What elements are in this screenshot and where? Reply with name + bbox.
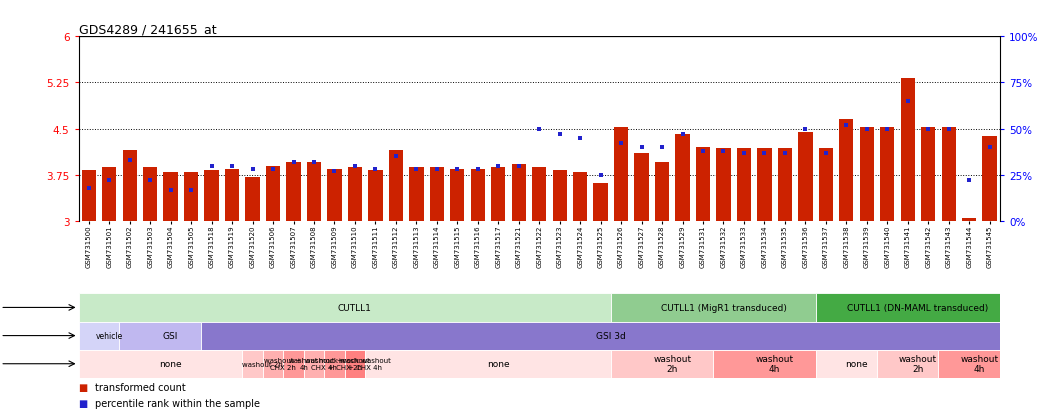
Text: washout
4h: washout 4h [756,354,794,373]
Bar [491,167,506,221]
Bar [532,167,547,221]
Bar [819,149,833,221]
Text: ■: ■ [79,382,88,392]
Bar [816,350,877,378]
Text: washout
2h: washout 2h [899,354,937,373]
Bar [573,172,587,221]
Bar [900,79,915,221]
Bar [79,322,119,350]
Bar [286,163,300,221]
Bar [284,350,304,378]
Text: GSI 3d: GSI 3d [596,331,626,340]
Text: washout +
CHX 2h: washout + CHX 2h [265,358,303,370]
Bar [921,128,935,221]
Text: CUTLL1 (DN-MAML transduced): CUTLL1 (DN-MAML transduced) [847,303,988,312]
Text: mock washout
+ CHX 4h: mock washout + CHX 4h [339,358,391,370]
Bar [119,322,201,350]
Bar [304,350,325,378]
Bar [634,154,649,221]
Bar [982,137,997,221]
Bar [941,128,956,221]
Bar [365,350,610,378]
Bar [654,163,669,221]
Bar [839,120,853,221]
Bar [713,350,816,378]
Bar [369,171,382,221]
Text: mock washout
+ CHX 2h: mock washout + CHX 2h [319,358,371,370]
Bar [860,128,874,221]
Bar [450,169,465,221]
Bar [470,169,485,221]
Bar [675,134,690,221]
Text: ■: ■ [79,398,88,408]
Text: transformed count: transformed count [95,382,186,392]
Text: washout +
CHX 4h: washout + CHX 4h [306,358,343,370]
Bar [512,165,526,221]
Bar [594,183,608,221]
Bar [204,171,219,221]
Text: washout
4h: washout 4h [960,354,999,373]
Bar [143,167,157,221]
Bar [614,128,628,221]
Bar [610,350,713,378]
Bar [778,149,793,221]
Text: vehicle: vehicle [95,331,122,340]
Bar [79,350,242,378]
Bar [184,172,198,221]
Bar [225,169,240,221]
Text: none: none [845,359,868,368]
Bar [877,350,938,378]
Text: GSI: GSI [163,331,178,340]
Bar [696,148,710,221]
Bar [79,294,610,322]
Text: CUTLL1: CUTLL1 [338,303,372,312]
Text: none: none [487,359,510,368]
Bar [938,350,1000,378]
Bar [325,350,344,378]
Bar [409,167,424,221]
Bar [266,166,281,221]
Bar [328,169,341,221]
Bar [737,149,751,221]
Bar [610,294,816,322]
Bar [122,151,137,221]
Bar [429,167,444,221]
Bar [962,218,977,221]
Bar [553,171,566,221]
Bar [163,172,178,221]
Bar [348,167,362,221]
Bar [245,177,260,221]
Bar [344,350,365,378]
Text: washout
2h: washout 2h [653,354,691,373]
Text: washout 2h: washout 2h [243,361,283,367]
Bar [201,322,1000,350]
Bar [388,151,403,221]
Bar [82,171,96,221]
Bar [881,128,894,221]
Text: GDS4289 / 241655_at: GDS4289 / 241655_at [79,23,216,36]
Bar [716,149,731,221]
Bar [757,149,772,221]
Text: percentile rank within the sample: percentile rank within the sample [95,398,261,408]
Bar [242,350,263,378]
Bar [263,350,284,378]
Bar [307,163,321,221]
Text: CUTLL1 (MigR1 transduced): CUTLL1 (MigR1 transduced) [661,303,786,312]
Bar [816,294,1000,322]
Text: washout
4h: washout 4h [289,358,318,370]
Bar [798,132,812,221]
Text: none: none [159,359,182,368]
Bar [102,167,116,221]
